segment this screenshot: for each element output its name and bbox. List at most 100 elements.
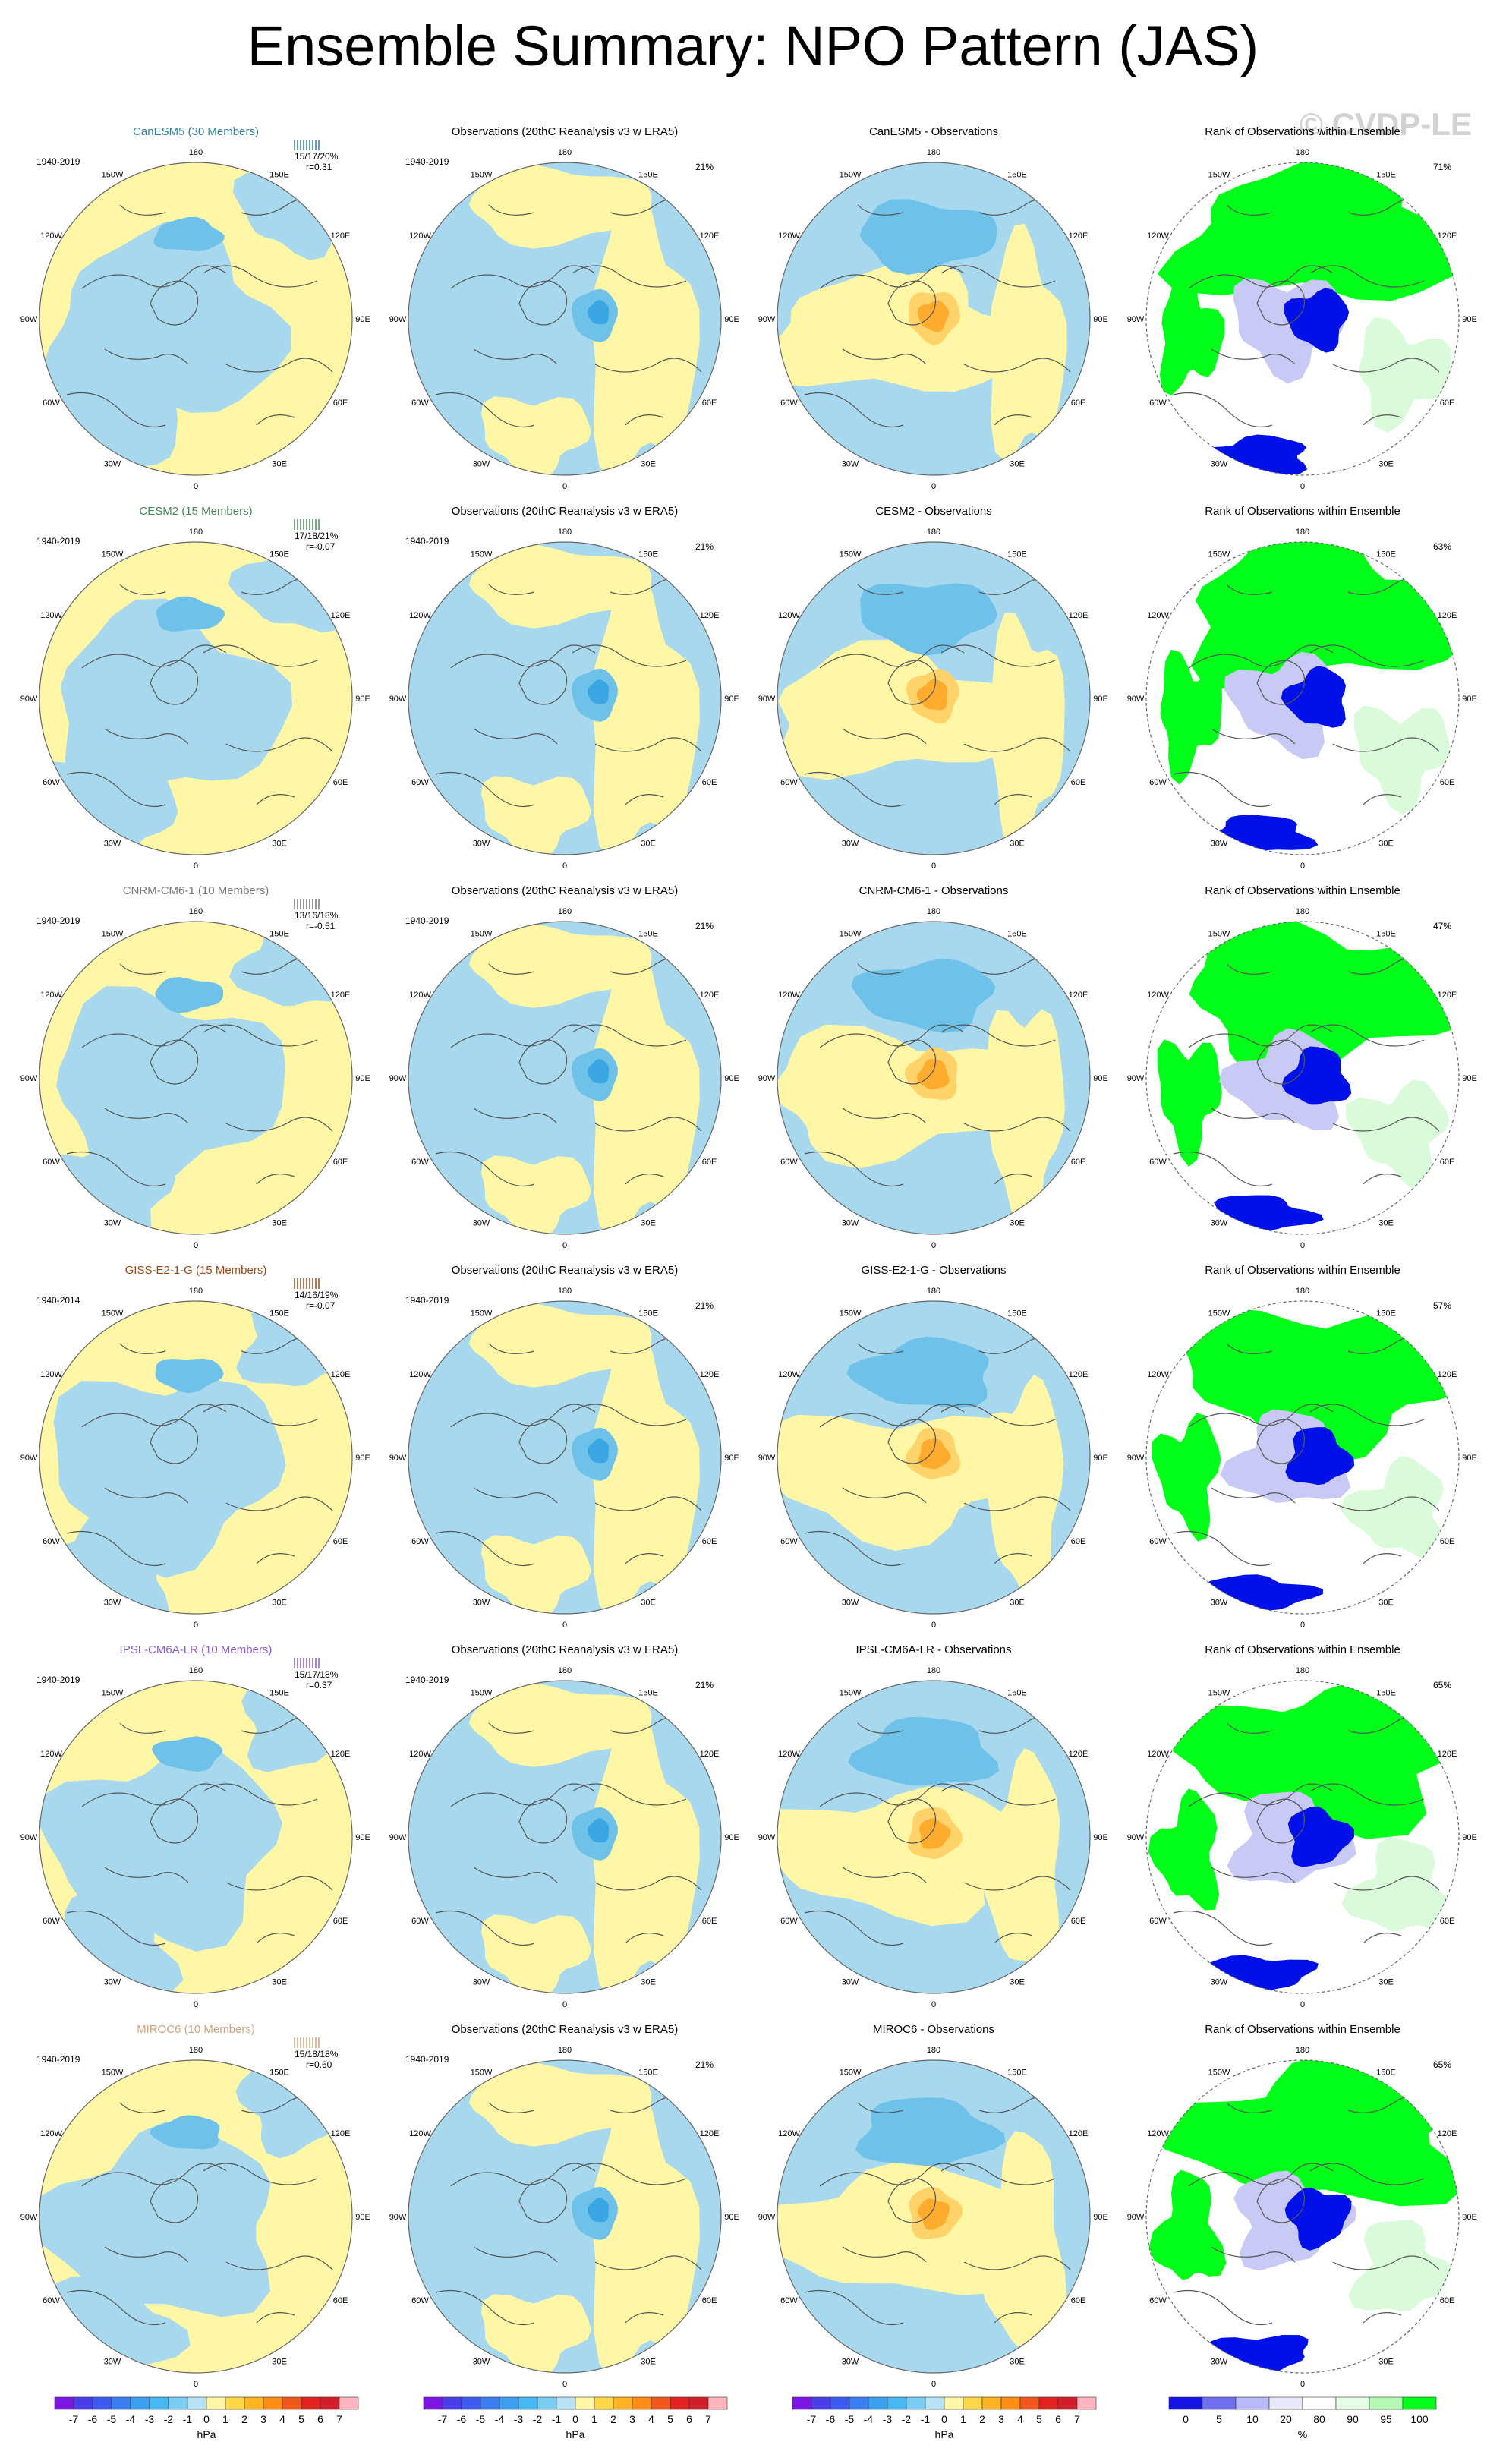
lon-label: 30E [641,840,656,849]
coastline [81,265,227,289]
colorbar-swatch [1402,2396,1437,2410]
lon-label: 30W [1211,840,1228,849]
map-border [39,921,353,1235]
lon-label: 150E [269,550,289,559]
coastline [1211,2246,1296,2263]
coastline [81,1024,227,1048]
lon-label: 90E [355,1074,370,1083]
lon-label: 180 [1296,528,1309,537]
map-border [39,2059,353,2374]
lon-label: 90E [724,1074,739,1083]
model-period: 1940-2019 [36,1675,80,1685]
coastline [594,1496,702,1511]
pressure-low-center [155,977,224,1013]
coastline [1309,1024,1425,1047]
lon-label: 30E [1010,1219,1025,1228]
colorbar-tick-label: -5 [845,2413,855,2425]
pressure-low-center [153,216,225,252]
rank-pct: 57% [1433,1300,1451,1311]
lon-label: 30W [842,1978,859,1987]
lon-label: 120E [1438,991,1457,1000]
colorbar-rank: 0 5 10 20 80 90 95 100% [1168,2396,1437,2440]
colorbar-unit: hPa [566,2428,585,2440]
lon-label: 120W [778,991,800,1000]
coastline [857,204,904,216]
lon-label: 150W [840,2068,862,2077]
coastline [1332,2255,1440,2270]
coastline [104,1487,189,1504]
model-title: CNRM-CM6-1 (10 Members) [123,884,269,897]
lon-label: 180 [927,1666,940,1675]
colorbar-tick-label: 3 [998,2413,1004,2425]
colorbar-swatch [575,2396,595,2410]
coastline [857,1722,904,1734]
coastline [940,2163,1056,2185]
obs-period: 1940-2019 [405,2054,449,2065]
colorbar-tick-label: 6 [1055,2413,1061,2425]
lon-label: 30E [1010,1978,1025,1987]
lon-label: 120W [778,1370,800,1379]
lon-label: 0 [562,482,567,491]
lon-label: 120E [1069,232,1089,241]
lon-label: 90W [1127,1454,1145,1463]
lon-label: 0 [194,862,198,871]
diff-map [777,542,1090,855]
colorbar-tick-label: 0 [572,2413,578,2425]
coastline [488,963,535,975]
pattern-correlation: r=0.31 [306,162,332,172]
lon-label: 60E [1440,778,1455,787]
lon-label: 0 [562,1241,567,1250]
lon-label: 30W [473,1599,490,1608]
colorbar-swatch [906,2396,926,2410]
lon-label: 150E [269,170,289,179]
coastline [1363,1933,1402,1944]
colorbar-swatch [670,2396,690,2410]
coastline [1256,1039,1306,1085]
coastline [256,414,295,426]
rank-pct: 71% [1433,162,1451,172]
coastline [104,1867,189,1883]
coastline [940,644,1056,667]
lon-label: 60E [1071,2296,1086,2305]
coastline [1226,584,1273,595]
model-period: 1940-2014 [36,1295,80,1306]
colorbar-tick-label: 3 [629,2413,635,2425]
coastline [1363,1174,1402,1185]
coastline [203,1783,318,1806]
pressure-region [468,1682,652,1767]
map-border [408,1680,722,1994]
lon-label: 30W [1211,1219,1228,1228]
lon-label: 90W [1127,695,1145,704]
lon-label: 120E [1069,1370,1089,1379]
coastline [473,1487,558,1504]
lon-label: 120W [40,2129,62,2138]
lon-label: 60E [1440,2296,1455,2305]
lon-label: 90W [389,1074,407,1083]
coastline [150,1419,199,1464]
pressure-region [591,2087,700,2373]
pattern-correlation: r=-0.51 [306,921,336,931]
coastline [104,1108,189,1124]
coastline [1226,2102,1273,2113]
pressure-high-core [917,1059,950,1090]
pressure-low-center [860,583,998,656]
coastline [1256,660,1306,705]
lon-label: 30E [1010,2358,1025,2367]
coastline [804,1910,904,1946]
lon-label: 120W [778,611,800,620]
lon-label: 150E [1376,2068,1396,2077]
pressure-low-center [150,2115,220,2150]
lon-label: 150E [269,929,289,938]
lon-label: 60E [1440,1158,1455,1167]
lon-label: 180 [1296,148,1309,157]
lon-label: 150W [1208,1688,1230,1697]
lon-label: 90E [724,1454,739,1463]
coastline [1173,2289,1273,2326]
colorbar-tick-label: -1 [552,2413,562,2425]
colorbar-swatch [130,2396,150,2410]
colorbar-tick-label: 5 [298,2413,304,2425]
coastline [203,2163,318,2185]
coastline [625,1553,664,1564]
colorbar-swatch [537,2396,557,2410]
lon-label: 150W [471,550,493,559]
